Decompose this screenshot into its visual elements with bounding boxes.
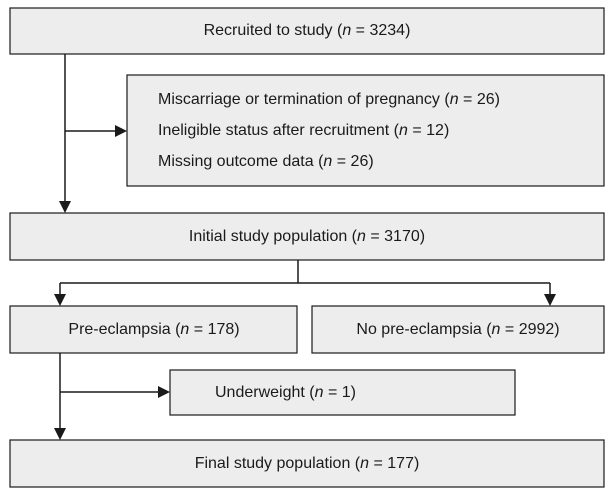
- text: No pre-eclampsia (: [356, 321, 492, 338]
- text: = 177): [369, 455, 419, 472]
- text: = 178): [189, 321, 239, 338]
- node-label: Initial study population (n = 3170): [189, 228, 425, 245]
- connector: [59, 260, 551, 296]
- node-label: Final study population (n = 177): [195, 455, 420, 472]
- text: Underweight (: [215, 384, 315, 401]
- arrowhead: [158, 386, 170, 398]
- text: = 3234): [351, 22, 410, 39]
- text: n: [342, 22, 351, 39]
- text: = 26): [332, 153, 373, 170]
- arrowhead: [544, 294, 556, 306]
- arrowhead: [115, 125, 127, 137]
- node-label: No pre-eclampsia (n = 2992): [356, 321, 559, 338]
- text: n: [180, 321, 189, 338]
- text: n: [360, 455, 369, 472]
- text: = 1): [324, 384, 356, 401]
- node-label: Miscarriage or termination of pregnancy …: [158, 91, 500, 108]
- text: Missing outcome data (: [158, 153, 324, 170]
- text: n: [357, 228, 366, 245]
- text: Recruited to study (: [204, 22, 343, 39]
- box: [9, 305, 298, 354]
- text: n: [399, 122, 408, 139]
- text: Pre-eclampsia (: [68, 321, 181, 338]
- node-label: Pre-eclampsia (n = 178): [68, 321, 239, 338]
- text: n: [323, 153, 332, 170]
- text: Ineligible status after recruitment (: [158, 122, 400, 139]
- box: [9, 439, 605, 488]
- node-label: Missing outcome data (n = 26): [158, 153, 374, 170]
- box: [126, 74, 605, 187]
- text: Initial study population (: [189, 228, 358, 245]
- box: [311, 305, 605, 354]
- text: n: [450, 91, 459, 108]
- text: = 12): [408, 122, 449, 139]
- node-label: Ineligible status after recruitment (n =…: [158, 122, 449, 139]
- node-label: Underweight (n = 1): [215, 384, 356, 401]
- arrowhead: [54, 294, 66, 306]
- arrowhead: [54, 428, 66, 440]
- box: [169, 369, 516, 416]
- text: Miscarriage or termination of pregnancy …: [158, 91, 450, 108]
- arrowhead: [59, 201, 71, 213]
- text: n: [315, 384, 324, 401]
- text: = 3170): [366, 228, 425, 245]
- text: Final study population (: [195, 455, 361, 472]
- text: n: [492, 321, 501, 338]
- box: [9, 7, 605, 55]
- text: = 2992): [500, 321, 559, 338]
- node-label: Recruited to study (n = 3234): [204, 22, 411, 39]
- text: = 26): [459, 91, 500, 108]
- box: [9, 212, 605, 261]
